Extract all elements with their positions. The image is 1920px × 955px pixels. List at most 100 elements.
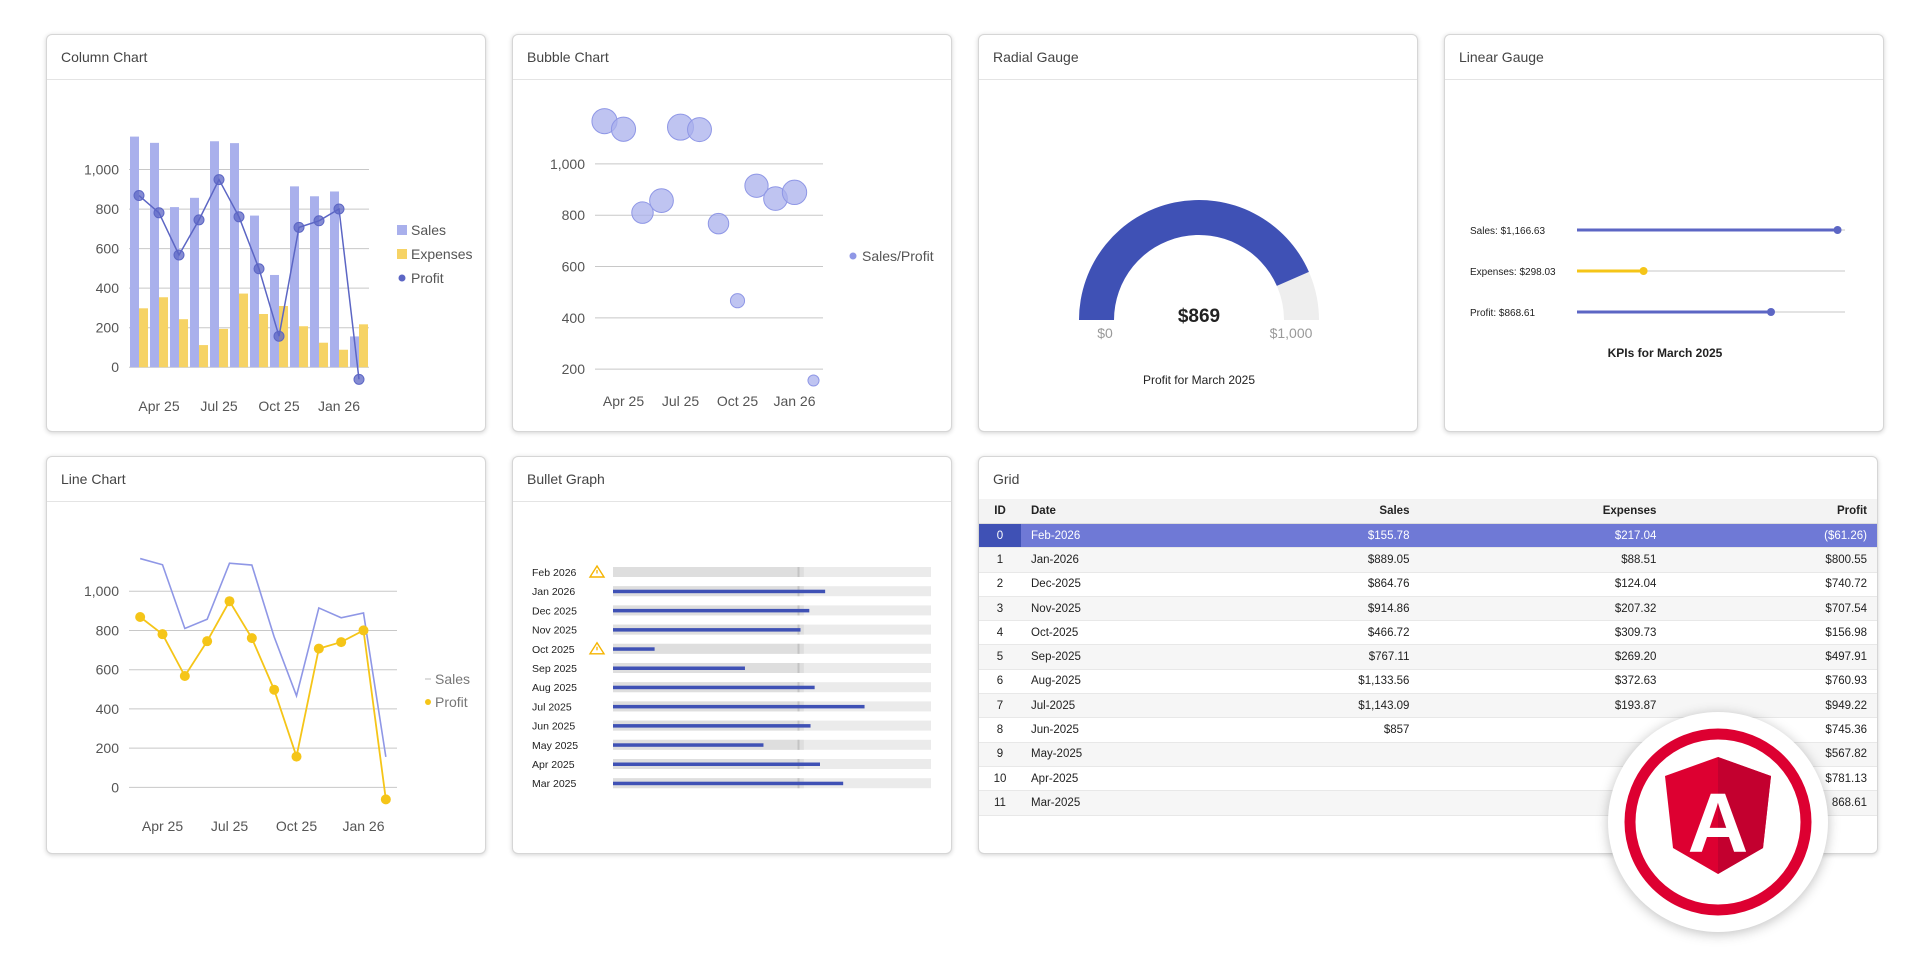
gauge-value-label: $869 <box>1178 306 1220 327</box>
legend-label-profit: Profit <box>435 694 468 710</box>
legend-label-sales-profit: Sales/Profit <box>862 248 934 264</box>
linear-gauge-label: Expenses: $298.03 <box>1470 267 1556 278</box>
bullet-row-label: May 2025 <box>532 740 578 752</box>
profit-point <box>193 214 205 226</box>
bullet-row-label: Jul 2025 <box>532 701 572 713</box>
sales-bar <box>190 197 199 368</box>
y-tick-label: 400 <box>562 310 586 326</box>
bubble-point <box>610 116 637 142</box>
expenses-bar <box>339 349 348 368</box>
profit-point <box>202 636 213 647</box>
x-tick-label: Apr 25 <box>138 398 179 414</box>
profit-point <box>173 249 185 261</box>
grid-column-header[interactable]: Profit <box>1666 499 1877 524</box>
profit-point <box>273 330 285 342</box>
profit-point <box>153 207 165 219</box>
grid-cell: $466.72 <box>1181 620 1420 646</box>
grid-cell: 0 <box>979 523 1021 549</box>
legend-swatch-profit <box>398 274 406 282</box>
bubble-point <box>781 179 808 206</box>
expenses-bar <box>179 319 188 368</box>
grid-cell: $800.55 <box>1666 547 1877 573</box>
grid-cell <box>1181 790 1420 816</box>
grid-row[interactable]: 4 Oct-2025 $466.72 $309.73 $156.98 <box>979 620 1877 646</box>
linear-gauge-label: Sales: $1,166.63 <box>1470 226 1545 237</box>
sales-bar <box>330 191 339 368</box>
grid-row[interactable]: 3 Nov-2025 $914.86 $207.32 $707.54 <box>979 596 1877 622</box>
profit-point <box>291 751 302 762</box>
bubble-point <box>707 212 730 235</box>
profit-point <box>233 211 245 223</box>
y-tick-label: 800 <box>562 207 586 223</box>
grid-row[interactable]: 2 Dec-2025 $864.76 $124.04 $740.72 <box>979 572 1877 597</box>
bullet-value-bar <box>613 743 764 747</box>
grid-row[interactable]: 6 Aug-2025 $1,133.56 $372.63 $760.93 <box>979 669 1877 695</box>
expenses-bar <box>199 345 208 368</box>
grid-cell: $914.86 <box>1181 596 1420 622</box>
y-tick-label: 400 <box>96 280 120 296</box>
bubble-point <box>631 201 654 224</box>
legend-label-sales: Sales <box>435 671 470 687</box>
y-tick-label: 0 <box>111 779 119 795</box>
grid-row[interactable]: 5 Sep-2025 $767.11 $269.20 $497.91 <box>979 644 1877 670</box>
linear-gauge-panel: Linear Gauge KPIs for March 2025 Sales: … <box>1444 34 1884 432</box>
bullet-range-band <box>613 567 804 577</box>
legend-swatch-profit <box>425 699 431 705</box>
bubble-point <box>687 117 712 143</box>
grid-cell: $309.73 <box>1419 620 1667 646</box>
grid-cell <box>1181 766 1420 792</box>
x-tick-label: Jan 26 <box>342 818 384 834</box>
profit-point <box>246 633 257 644</box>
grid-column-header[interactable]: Sales <box>1181 499 1420 524</box>
bullet-row-label: Dec 2025 <box>532 605 577 617</box>
grid-row[interactable]: 0 Feb-2026 $155.78 $217.04 ($61.26) <box>979 523 1877 549</box>
x-tick-label: Jan 26 <box>318 398 360 414</box>
bullet-graph-panel: Bullet Graph Feb 2026 Jan 2026 Dec 2025 Nov… <box>512 456 952 854</box>
column-chart: 0 200 400 600 800 1,000 Apr 25 Jul 25 Oct 25 Jan … <box>84 136 472 414</box>
x-tick-label: Jul 25 <box>211 818 249 834</box>
y-tick-label: 800 <box>96 201 120 217</box>
profit-point <box>179 671 190 682</box>
grid-cell: 11 <box>979 790 1021 816</box>
profit-point <box>313 643 324 654</box>
line-chart-panel: Line Chart 0 200 400 600 800 1,000 Apr 25 Jul 2… <box>46 456 486 854</box>
grid-cell: $864.76 <box>1181 572 1420 597</box>
legend-swatch-expenses <box>397 249 407 259</box>
grid-cell: $155.78 <box>1181 523 1420 549</box>
bubble-chart: 200 400 600 800 1,000 Apr 25 Jul 25 Oct 25 Jan 2… <box>550 108 934 409</box>
angular-logo: A <box>1608 712 1828 932</box>
bullet-row-label: Jun 2025 <box>532 721 575 733</box>
sales-bar <box>310 196 319 368</box>
grid-row[interactable]: 1 Jan-2026 $889.05 $88.51 $800.55 <box>979 547 1877 573</box>
bubble-point <box>744 173 769 198</box>
grid-cell: $156.98 <box>1666 620 1877 646</box>
legend-label-profit: Profit <box>411 270 444 286</box>
grid-cell: $857 <box>1181 717 1420 743</box>
grid-cell: $372.63 <box>1419 669 1667 695</box>
profit-point <box>336 637 347 648</box>
y-tick-label: 400 <box>96 701 120 717</box>
bullet-value-bar <box>613 589 826 594</box>
angular-icon: A <box>1624 728 1812 916</box>
y-tick-label: 1,000 <box>84 162 119 178</box>
bullet-row-label: Feb 2026 <box>532 567 577 579</box>
grid-cell: 5 <box>979 644 1021 670</box>
panel-title: Bubble Chart <box>513 35 951 80</box>
grid-cell: 2 <box>979 572 1021 597</box>
grid-column-header[interactable]: Date <box>1021 499 1181 524</box>
grid-column-header[interactable]: ID <box>979 499 1021 524</box>
grid-column-header[interactable]: Expenses <box>1419 499 1667 524</box>
grid-cell: Oct-2025 <box>1021 620 1181 646</box>
sales-bar <box>210 141 219 368</box>
bullet-row-label: Jan 2026 <box>532 586 575 598</box>
grid-cell: 6 <box>979 669 1021 695</box>
grid-cell: $707.54 <box>1666 596 1877 622</box>
linear-gauge: KPIs for March 2025 Sales: $1,166.63 Expe… <box>1470 226 1845 360</box>
grid-cell: Sep-2025 <box>1021 644 1181 670</box>
y-tick-label: 0 <box>111 359 119 375</box>
x-tick-label: Jul 25 <box>200 398 238 414</box>
sales-bar <box>130 136 139 368</box>
bullet-range-band <box>613 643 804 654</box>
grid-cell: $767.11 <box>1181 644 1420 670</box>
expenses-bar <box>219 328 228 368</box>
